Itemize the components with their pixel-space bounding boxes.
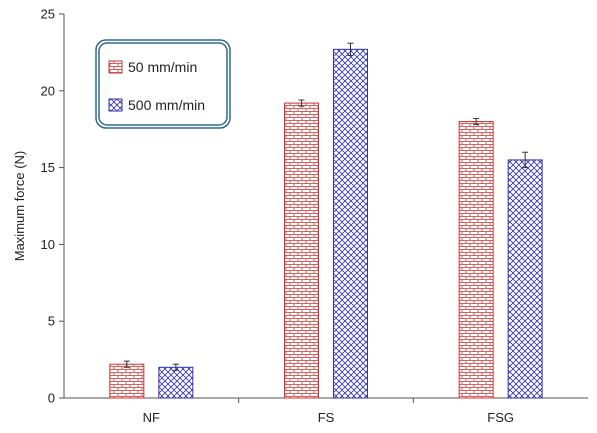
y-tick-label: 15 xyxy=(41,160,55,175)
bar-fsg-series-1 xyxy=(507,159,543,399)
legend-swatch-500 xyxy=(108,98,123,112)
error-bars xyxy=(123,42,529,371)
legend-box-inner xyxy=(98,42,228,126)
x-tick-label: FS xyxy=(318,410,335,425)
bars xyxy=(109,48,543,399)
legend-box-outer xyxy=(95,39,231,129)
y-tick-label: 25 xyxy=(41,7,55,22)
bar-fs-series-0 xyxy=(284,102,319,399)
x-tick-label: NF xyxy=(143,410,160,425)
bar-fsg-series-0 xyxy=(458,121,494,399)
bar-fs-series-1 xyxy=(333,48,368,399)
y-ticks: 0 5 10 15 20 25 xyxy=(41,7,64,406)
legend-label-50: 50 mm/min xyxy=(128,59,197,75)
x-ticks: NF FS FSG xyxy=(143,398,514,425)
bar-nf-series-1 xyxy=(158,366,194,399)
y-tick-label: 20 xyxy=(41,83,55,98)
y-axis-title: Maximum force (N) xyxy=(12,151,27,262)
axes xyxy=(63,14,588,399)
y-tick-label: 0 xyxy=(48,391,55,406)
legend-swatch-50 xyxy=(108,60,123,74)
x-tick-label: FSG xyxy=(487,410,514,425)
y-tick-label: 10 xyxy=(41,237,55,252)
legend-label-500: 500 mm/min xyxy=(128,97,205,113)
y-tick-label: 5 xyxy=(48,314,55,329)
bar-nf-series-0 xyxy=(109,363,145,399)
legend: 50 mm/min 500 mm/min xyxy=(95,39,231,129)
